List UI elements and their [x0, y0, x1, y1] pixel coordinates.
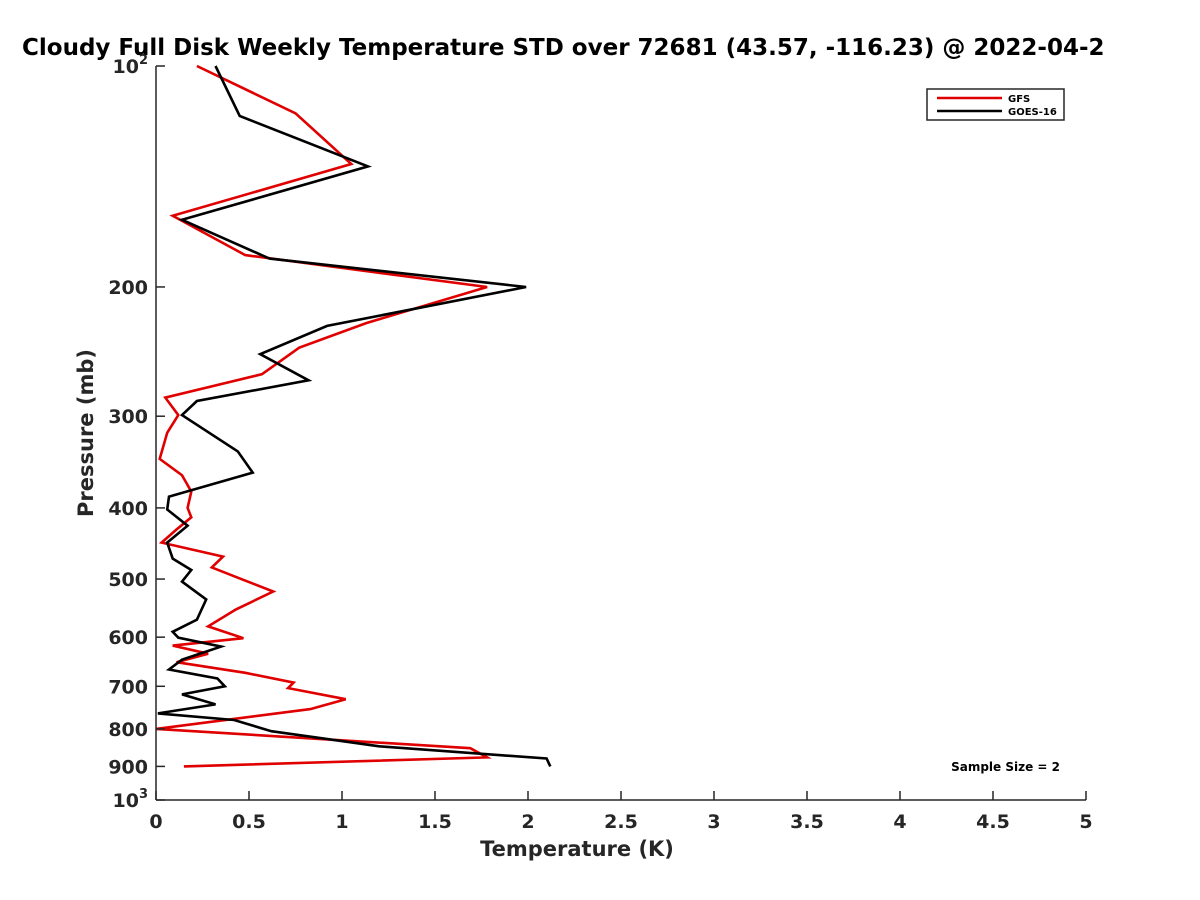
y-tick-label: 400 [108, 498, 148, 520]
y-tick-label: 900 [108, 756, 148, 778]
x-tick-label: 2.5 [604, 811, 638, 833]
x-tick-label: 0.5 [232, 811, 266, 833]
x-tick-label: 3 [707, 811, 720, 833]
series-line-gfs [155, 64, 492, 768]
series-layer [155, 64, 552, 768]
series-line-goes-16 [157, 65, 552, 767]
sample-size-annotation: Sample Size = 2 [951, 760, 1060, 774]
axes-layer: 0 0.5 1 1.5 2 2.5 3 3.5 4 4.5 5 102 200 300 400 500 600 7… [108, 53, 1092, 833]
x-tick-label: 1 [335, 811, 348, 833]
y-axis-title: Pressure (mb) [74, 349, 98, 517]
legend-label: GOES-16 [1008, 107, 1057, 118]
y-tick-label: 600 [108, 627, 148, 649]
x-tick-label: 1.5 [418, 811, 452, 833]
x-tick-label: 3.5 [790, 811, 824, 833]
legend: GFS GOES-16 [926, 88, 1065, 121]
y-tick-label: 103 [113, 787, 149, 812]
legend-box [926, 88, 1065, 121]
chart-title: Cloudy Full Disk Weekly Temperature STD … [22, 35, 1105, 61]
y-tick-label: 800 [108, 719, 148, 741]
y-tick-label: 300 [108, 406, 148, 428]
y-tick-label: 102 [113, 53, 149, 78]
y-tick-label: 200 [108, 277, 148, 299]
x-axis-title: Temperature (K) [480, 837, 674, 861]
y-tick-label: 700 [108, 676, 148, 698]
legend-label: GFS [1008, 94, 1030, 105]
y-tick-label: 500 [108, 569, 148, 591]
x-tick-label: 5 [1079, 811, 1092, 833]
x-tick-label: 4.5 [976, 811, 1010, 833]
x-tick-label: 4 [893, 811, 906, 833]
x-tick-label: 2 [521, 811, 534, 833]
x-tick-label: 0 [149, 811, 162, 833]
